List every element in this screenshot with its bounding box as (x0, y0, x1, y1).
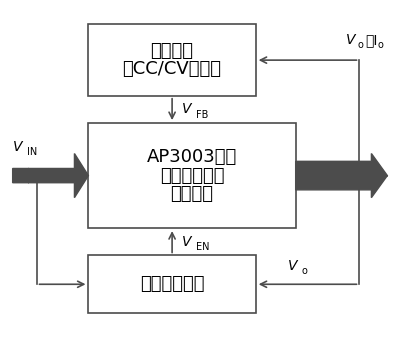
Text: V: V (182, 235, 192, 249)
Text: 转换电路: 转换电路 (170, 185, 214, 203)
Polygon shape (296, 153, 387, 198)
Bar (88, 255, 256, 313)
Text: （CC/CV）电路: （CC/CV）电路 (122, 60, 222, 78)
Bar (88, 25, 256, 96)
Text: o: o (377, 40, 383, 50)
Text: EN: EN (196, 242, 210, 252)
Text: 基本电压电能: 基本电压电能 (160, 167, 224, 184)
Text: 短路保护电路: 短路保护电路 (140, 275, 204, 293)
Text: 、I: 、I (366, 33, 378, 47)
Text: V: V (13, 140, 22, 154)
Text: IN: IN (27, 147, 37, 157)
Text: 恒流恒压: 恒流恒压 (150, 42, 194, 60)
Polygon shape (13, 153, 88, 198)
Text: o: o (302, 266, 308, 276)
Text: AP3003构建: AP3003构建 (147, 148, 237, 166)
Text: V: V (288, 258, 297, 272)
Bar (88, 123, 296, 228)
Text: FB: FB (196, 110, 208, 120)
Text: V: V (182, 102, 192, 116)
Text: V: V (346, 33, 356, 47)
Text: o: o (358, 40, 363, 50)
